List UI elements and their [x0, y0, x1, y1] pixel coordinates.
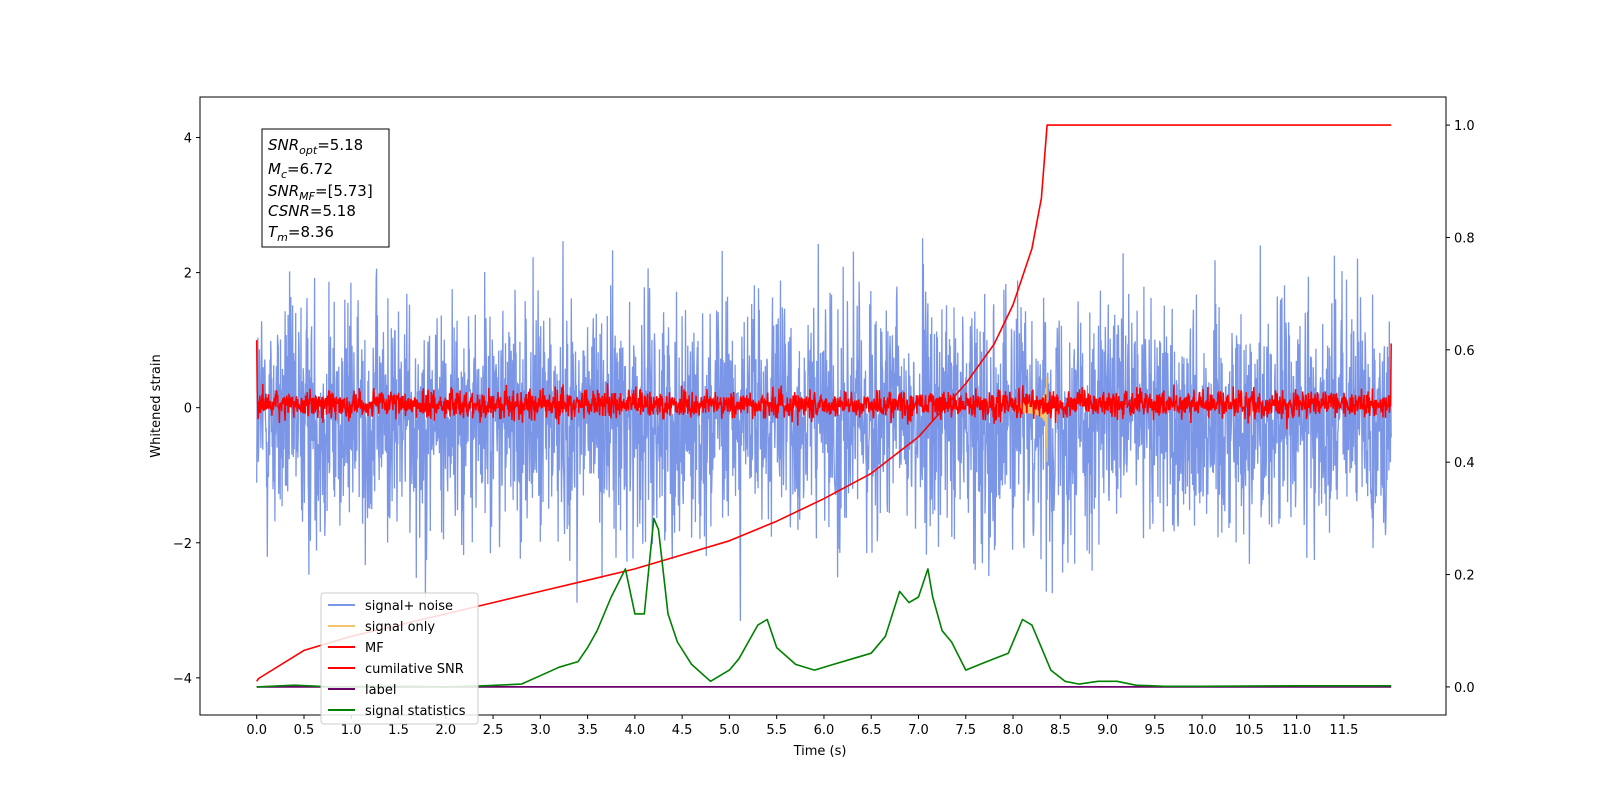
- series-signal-noise: [256, 238, 1392, 621]
- x-tick-label: 9.5: [1144, 723, 1165, 738]
- x-tick-label: 0.0: [246, 723, 267, 738]
- y-axis-ticks: 4 2 0 −2 −4: [173, 132, 200, 687]
- plot-area-frame: [199, 96, 1447, 716]
- x-tick-label: 6.5: [861, 723, 882, 738]
- x-tick-label: 5.5: [766, 723, 787, 738]
- annotation-csnr: CSNR=5.18: [268, 202, 356, 220]
- x-tick-label: 10.0: [1188, 723, 1217, 738]
- y-tick-label: 4: [184, 132, 192, 147]
- y-tick-label: 2: [184, 267, 192, 282]
- legend-items: signal+ noise signal only MF cumilative SNR…: [328, 599, 466, 719]
- y2-tick-label: 0.2: [1454, 569, 1475, 584]
- annotation-snr-opt: SNRopt=5.18: [268, 136, 363, 157]
- x-tick-label: 6.0: [814, 723, 835, 738]
- legend-frame: [320, 592, 479, 725]
- legend-label: MF: [365, 641, 384, 656]
- x-tick-label: 7.5: [955, 723, 976, 738]
- y2-tick-label: 0.4: [1454, 456, 1475, 471]
- legend-label: label: [365, 683, 396, 698]
- y2-tick-label: 0.8: [1454, 231, 1475, 246]
- x-tick-label: 8.5: [1050, 723, 1071, 738]
- series-mf: [255, 340, 1392, 430]
- legend: signal+ noise signal only MF cumilative SNR…: [320, 592, 479, 725]
- x-tick-label: 1.5: [388, 723, 409, 738]
- x-tick-label: 0.5: [294, 723, 315, 738]
- x-tick-label: 4.5: [672, 723, 693, 738]
- x-tick-label: 1.0: [341, 723, 362, 738]
- annotation-tm: Tm=8.36: [268, 223, 334, 244]
- legend-label: signal+ noise: [365, 599, 453, 614]
- y2-tick-label: 0.6: [1454, 344, 1475, 359]
- y-tick-label: −2: [173, 537, 192, 552]
- x-tick-label: 2.0: [435, 723, 456, 738]
- x-tick-label: 11.5: [1329, 723, 1358, 738]
- x-tick-label: 2.5: [483, 723, 504, 738]
- x-tick-label: 8.0: [1003, 723, 1024, 738]
- y2-tick-label: 0.0: [1454, 681, 1475, 696]
- x-tick-label: 10.5: [1235, 723, 1264, 738]
- annotation-frame: [261, 128, 390, 248]
- legend-label: signal statistics: [365, 704, 466, 719]
- x-tick-label: 7.0: [908, 723, 929, 738]
- y2-tick-label: 1.0: [1454, 119, 1475, 134]
- y-tick-label: 0: [184, 402, 192, 417]
- x-tick-label: 3.0: [530, 723, 551, 738]
- x-tick-label: 5.0: [719, 723, 740, 738]
- series-signal-statistics: [256, 517, 1392, 688]
- x-tick-label: 11.0: [1282, 723, 1311, 738]
- x-tick-label: 3.5: [577, 723, 598, 738]
- annotation-mc: Mc=6.72: [268, 160, 333, 181]
- x-tick-label: 9.0: [1097, 723, 1118, 738]
- legend-label: cumilative SNR: [365, 662, 464, 677]
- legend-label: signal only: [365, 620, 435, 635]
- x-axis-ticks: 0.0 0.5 1.0 1.5 2.0 2.5 3.0 3.5 4.0 4.5 5.0 5.5 6.0 6…: [246, 715, 1358, 738]
- y-axis-label: Whitened strain: [149, 354, 164, 457]
- x-tick-label: 4.0: [625, 723, 646, 738]
- annotation-snr-mf: SNRMF=[5.73]: [268, 182, 373, 203]
- annotation-box: SNRopt=5.18 Mc=6.72 SNRMF=[5.73] CSNR=5.…: [261, 128, 390, 248]
- y2-axis-ticks: 1.0 0.8 0.6 0.4 0.2 0.0: [1446, 119, 1475, 696]
- y-tick-label: −4: [173, 672, 192, 687]
- x-axis-label: Time (s): [793, 744, 847, 759]
